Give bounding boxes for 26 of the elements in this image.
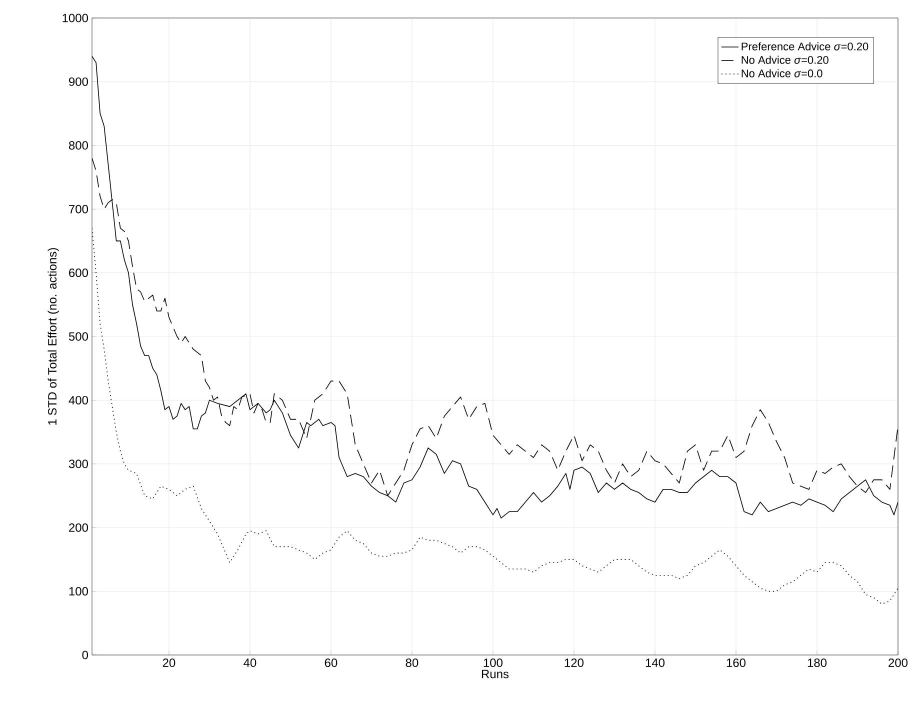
y-tick-label: 700 [69, 204, 88, 214]
x-tick-label: 160 [726, 658, 746, 668]
x-tick-label: 100 [484, 658, 503, 668]
x-axis-title: Runs [482, 670, 509, 678]
y-tick-label: 900 [69, 77, 88, 86]
y-tick-label: 1000 [62, 14, 88, 22]
y-tick-label: 400 [68, 396, 88, 404]
x-tick-label: 80 [406, 658, 418, 668]
legend-label: Preference Advice σ=0.20 [742, 42, 868, 50]
x-tick-label: 60 [324, 658, 338, 668]
y-tick-label: 100 [69, 587, 88, 596]
legend-label: No Advice σ=0.0 [742, 69, 822, 78]
y-tick-label: 800 [68, 141, 88, 150]
y-tick-label: 0 [82, 650, 88, 660]
y-tick-label: 300 [68, 460, 88, 468]
legend-label: No Advice σ=0.20 [742, 56, 828, 64]
x-tick-label: 200 [888, 658, 908, 668]
x-tick-label: 40 [244, 658, 256, 668]
x-tick-label: 140 [646, 658, 665, 668]
y-tick-label: 600 [69, 268, 88, 278]
x-tick-label: 180 [808, 658, 827, 668]
y-axis-title: 1 STD of Total Effort (no. actions) [48, 248, 59, 425]
y-tick-label: 200 [69, 523, 88, 532]
y-tick-label: 500 [68, 332, 88, 341]
x-tick-label: 120 [564, 658, 584, 668]
x-tick-label: 20 [162, 658, 176, 668]
